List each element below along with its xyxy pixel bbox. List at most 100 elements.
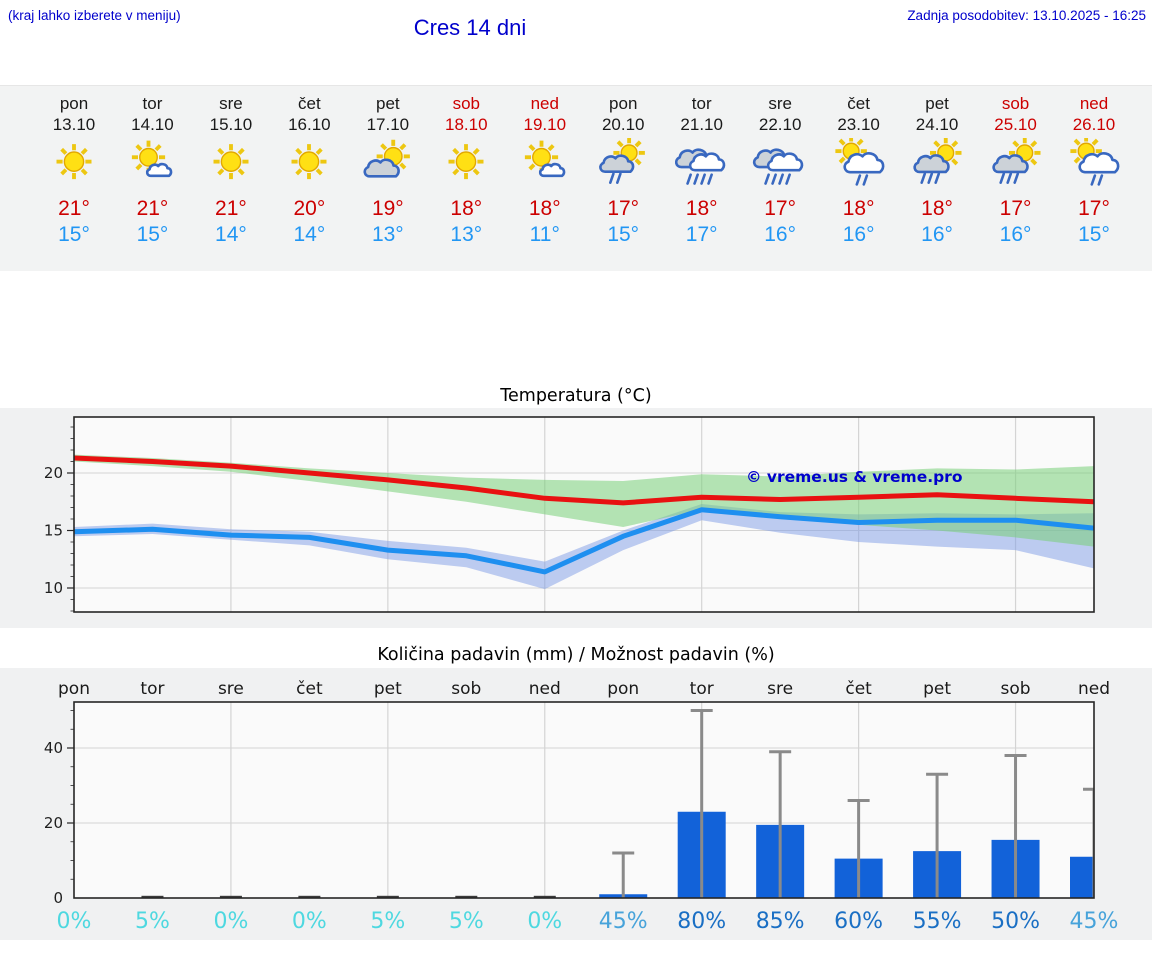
precip-day-label: čet [296, 679, 323, 699]
high-temperature: 18° [842, 197, 875, 220]
sun-whitecloud-rain-2-icon [1054, 138, 1134, 188]
precip-probability: 0% [527, 909, 562, 934]
sunny-icon [426, 138, 506, 188]
precip-trace-mark [141, 895, 164, 898]
precip-day-label: tor [690, 679, 714, 699]
high-temperature: 21° [58, 197, 90, 220]
sun-cloud-rain-2-icon [583, 138, 663, 188]
day-column: čet 23.10 18° 16° [819, 86, 899, 271]
day-name: pon [59, 94, 89, 113]
forecast-day-strip: pon 13.10 21° 15° tor 14.10 21° 15° sre … [0, 85, 1152, 271]
precip-probability: 55% [913, 909, 962, 934]
precip-day-label: ned [1078, 679, 1110, 699]
high-temperature: 18° [685, 197, 718, 220]
low-temperature: 15° [136, 223, 169, 246]
sun-cloud-rain-3-icon [976, 138, 1056, 188]
day-column: sre 15.10 21° 14° [191, 86, 271, 271]
precip-probability: 80% [677, 909, 726, 934]
precip-day-label: sre [218, 679, 244, 699]
sunny-icon [269, 138, 349, 188]
day-date: 26.10 [1072, 115, 1116, 134]
day-date: 20.10 [601, 115, 645, 134]
high-temperature: 17° [999, 197, 1032, 220]
temperature-chart-title: Temperatura (°C) [500, 386, 652, 406]
low-temperature: 17° [685, 223, 718, 246]
day-column: pet 24.10 18° 16° [897, 86, 977, 271]
high-temperature: 20° [293, 197, 326, 220]
day-column: ned 19.10 18° 11° [505, 86, 585, 271]
low-temperature: 16° [764, 223, 797, 246]
low-temperature: 13° [371, 223, 404, 246]
day-date: 18.10 [445, 115, 488, 134]
precipitation-chart-title: Količina padavin (mm) / Možnost padavin … [377, 645, 775, 665]
menu-hint-text: (kraj lahko izberete v meniju) [8, 8, 181, 23]
precip-day-label: sob [451, 679, 481, 699]
high-temperature: 17° [1078, 197, 1110, 220]
sunny-icon [34, 138, 114, 188]
precip-trace-mark [298, 895, 321, 898]
temp-y-tick-label: 15 [44, 522, 63, 540]
day-date: 23.10 [837, 115, 880, 134]
day-column: sre 22.10 17° 16° [740, 86, 820, 271]
watermark-text: © vreme.us & vreme.pro [746, 468, 962, 486]
precip-day-label: pon [607, 679, 639, 699]
precip-day-label: čet [845, 679, 872, 699]
sun-cloud-rain-3-icon [897, 138, 977, 188]
rain-clouds-icon [662, 138, 742, 188]
precip-y-tick-label: 0 [53, 889, 63, 907]
precip-day-label: sob [1001, 679, 1031, 699]
precip-probability: 85% [756, 909, 805, 934]
day-date: 16.10 [288, 115, 331, 134]
day-column: pet 17.10 19° 13° [348, 86, 428, 271]
low-temperature: 11° [529, 223, 560, 246]
precip-y-tick-label: 40 [44, 739, 63, 757]
precip-bar [1070, 856, 1094, 898]
low-temperature: 15° [58, 223, 90, 246]
low-temperature: 16° [999, 223, 1032, 246]
temp-y-tick-label: 20 [44, 464, 63, 482]
low-temperature: 15° [1078, 223, 1110, 246]
day-column: ned 26.10 17° 15° [1054, 86, 1134, 271]
precip-probability: 0% [213, 909, 248, 934]
day-date: 19.10 [523, 115, 567, 134]
day-date: 25.10 [994, 115, 1037, 134]
day-date: 21.10 [680, 115, 723, 134]
day-date: 24.10 [915, 115, 959, 134]
high-temperature: 21° [215, 197, 247, 220]
day-name: tor [142, 94, 163, 113]
day-column: sob 25.10 17° 16° [976, 86, 1056, 271]
day-date: 22.10 [758, 115, 802, 134]
day-name: čet [298, 94, 321, 113]
precip-trace-mark [533, 895, 556, 898]
day-name: čet [847, 94, 870, 113]
temperature-chart: 10 15 20 © vreme.us & vreme.pro [0, 408, 1152, 628]
precip-day-label: ned [529, 679, 561, 699]
day-name: ned [1079, 94, 1109, 113]
precip-trace-mark [219, 895, 242, 898]
page-title: Cres 14 dni [413, 15, 527, 40]
temp-y-tick-label: 10 [44, 579, 63, 597]
day-column: sob 18.10 18° 13° [426, 86, 506, 271]
day-name: sre [768, 94, 792, 113]
day-date: 17.10 [366, 115, 410, 134]
day-name: pet [925, 94, 949, 113]
day-column: pon 13.10 21° 15° [34, 86, 114, 271]
precip-probability: 45% [1070, 909, 1119, 934]
precip-day-label: pet [923, 679, 951, 699]
day-name: pet [376, 94, 400, 113]
high-temperature: 17° [764, 197, 797, 220]
sunny-icon [191, 138, 271, 188]
precip-probability: 0% [57, 909, 92, 934]
high-temperature: 18° [921, 197, 953, 220]
day-name: tor [691, 94, 712, 113]
low-temperature: 16° [921, 223, 953, 246]
precip-y-tick-label: 20 [44, 814, 63, 832]
day-name: sre [219, 94, 243, 113]
day-column: tor 14.10 21° 15° [112, 86, 192, 271]
precip-probability: 60% [834, 909, 883, 934]
low-temperature: 15° [607, 223, 640, 246]
day-date: 13.10 [52, 115, 96, 134]
day-name: pon [609, 94, 638, 113]
day-column: pon 20.10 17° 15° [583, 86, 663, 271]
high-temperature: 21° [136, 197, 169, 220]
